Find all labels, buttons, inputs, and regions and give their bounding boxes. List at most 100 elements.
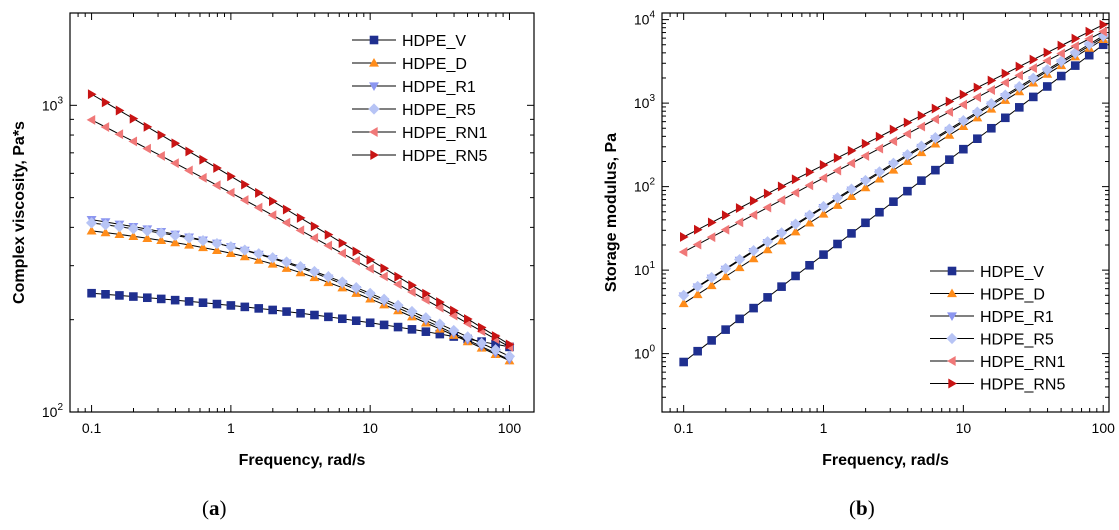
data-point <box>282 307 291 316</box>
data-point <box>99 219 112 231</box>
data-point <box>776 235 787 245</box>
data-point <box>336 276 348 288</box>
data-point <box>735 314 744 324</box>
data-point <box>929 132 941 144</box>
data-point <box>226 301 236 310</box>
data-point <box>170 295 180 305</box>
data-point <box>462 331 474 343</box>
data-point <box>845 183 858 195</box>
data-point <box>337 248 346 259</box>
data-point <box>1056 48 1065 59</box>
legend-marker <box>947 288 957 298</box>
data-point <box>227 171 236 182</box>
data-point <box>817 200 830 213</box>
data-point <box>143 121 153 132</box>
series-HDPE_RN1 <box>678 26 1107 257</box>
caption-b-letter: b <box>856 496 868 520</box>
data-point <box>101 290 110 299</box>
data-point <box>846 191 857 201</box>
chart-panel-a: 0.1 1 10 100 102 103 Frequency, rad/s Complex v… <box>11 12 535 469</box>
legend-marker <box>947 356 956 366</box>
data-point <box>1055 55 1067 67</box>
data-point <box>1014 70 1023 81</box>
data-point <box>142 233 153 242</box>
data-point <box>407 287 416 297</box>
data-point <box>378 293 390 305</box>
data-point <box>860 182 871 192</box>
data-point <box>408 280 417 291</box>
data-point <box>1085 26 1095 37</box>
data-point <box>959 144 968 154</box>
data-point <box>407 325 417 334</box>
data-point <box>394 271 403 282</box>
data-point <box>128 231 139 240</box>
data-point <box>142 143 151 154</box>
data-point <box>987 75 997 86</box>
y-tick-label: 100 <box>634 344 656 362</box>
caption-b: (b) <box>849 496 875 521</box>
data-point <box>943 123 955 135</box>
series-HDPE_RN1 <box>86 114 514 352</box>
data-point <box>819 250 828 259</box>
data-point <box>101 97 111 108</box>
data-point <box>324 229 334 240</box>
data-point <box>199 154 208 165</box>
data-point <box>790 187 800 198</box>
data-point <box>889 124 899 135</box>
data-point <box>171 138 181 149</box>
data-point <box>1015 103 1024 112</box>
data-point <box>253 248 265 260</box>
legend-marker <box>369 58 379 67</box>
data-point <box>692 289 703 299</box>
data-point <box>861 218 870 228</box>
legend: HDPE_V HDPE_D HDPE_R1 HDPE_R5 HDPE_RN1 HDPE_R… <box>352 33 487 165</box>
data-point <box>762 202 772 213</box>
data-point <box>775 227 788 239</box>
legend-marker <box>368 103 380 115</box>
data-point <box>1028 92 1038 102</box>
data-point <box>1070 61 1080 70</box>
plot-area <box>85 89 516 365</box>
data-point <box>874 173 885 183</box>
data-point <box>323 240 333 251</box>
legend-label: HDPE_V <box>980 264 1044 281</box>
data-point <box>720 271 731 281</box>
data-point <box>155 227 167 239</box>
legend-label: HDPE_R5 <box>402 102 476 119</box>
data-point <box>747 245 760 257</box>
data-point <box>1027 72 1039 84</box>
data-point <box>874 143 884 154</box>
legend-label: HDPE_V <box>402 33 466 50</box>
y-axis-label: Complex viscosity, Pa*s <box>11 121 28 304</box>
data-point <box>351 256 360 266</box>
data-point <box>350 281 362 294</box>
data-point <box>789 218 802 230</box>
data-point <box>1069 47 1081 59</box>
data-point <box>434 318 446 330</box>
data-point <box>957 114 969 127</box>
data-point <box>1070 41 1079 52</box>
data-point <box>254 304 264 313</box>
data-point <box>791 271 800 281</box>
data-point <box>1029 54 1039 65</box>
data-point <box>903 117 913 128</box>
data-point <box>198 298 208 308</box>
data-point <box>734 253 746 266</box>
data-point <box>322 271 334 283</box>
data-point <box>185 146 195 157</box>
data-point <box>678 289 690 301</box>
data-point <box>1042 55 1051 66</box>
data-point <box>692 280 704 292</box>
data-point <box>338 238 348 248</box>
data-point <box>184 240 195 249</box>
legend-label: HDPE_RN1 <box>402 125 487 142</box>
data-point <box>393 322 403 332</box>
data-point <box>156 235 167 245</box>
data-point <box>859 174 872 187</box>
data-point <box>253 255 264 264</box>
data-point <box>846 158 856 169</box>
data-point <box>406 305 418 318</box>
x-tick-label: 1 <box>820 420 828 436</box>
data-point <box>420 294 430 305</box>
data-point <box>141 225 153 237</box>
